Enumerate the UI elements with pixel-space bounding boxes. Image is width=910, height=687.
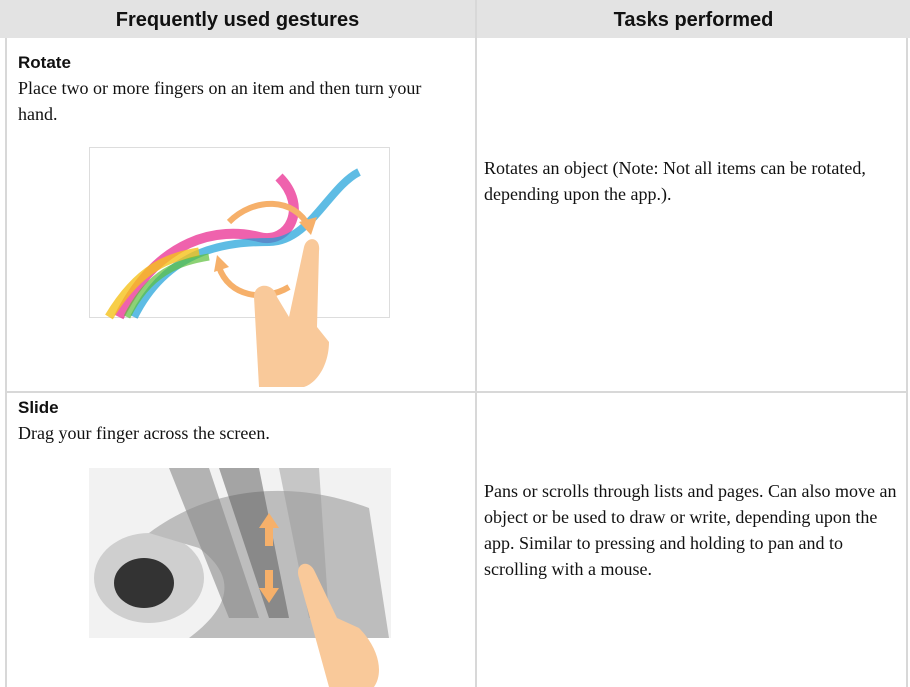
gesture-name: Slide [18, 398, 59, 417]
slide-illustration [89, 468, 391, 687]
gesture-description: Drag your finger across the screen. [18, 423, 270, 443]
header-cell: Frequently used gestures [0, 0, 475, 38]
task-description: Rotates an object (Note: Not all items c… [484, 158, 866, 204]
gesture-description: Place two or more fingers on an item and… [18, 78, 422, 124]
border [5, 38, 7, 687]
border [475, 0, 477, 687]
border [906, 38, 908, 687]
header-cell: Tasks performed [477, 0, 910, 38]
task-description: Pans or scrolls through lists and pages.… [484, 481, 897, 579]
rotate-illustration [89, 147, 390, 387]
border [5, 391, 908, 393]
gesture-name: Rotate [18, 53, 71, 72]
